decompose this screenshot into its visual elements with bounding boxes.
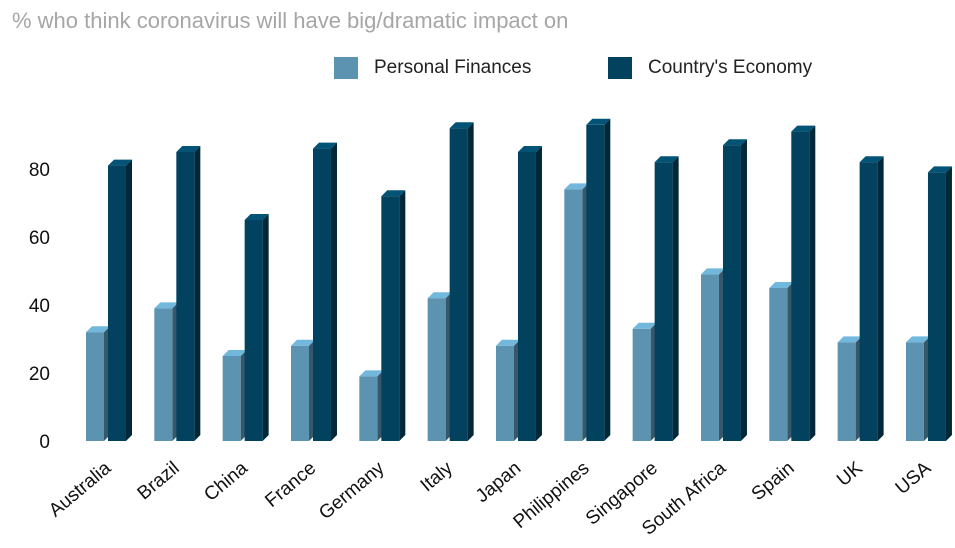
bar-country-s-economy-south-africa-side — [740, 139, 747, 441]
bar-country-s-economy-uk-side — [877, 156, 884, 441]
y-tick-label: 0 — [39, 432, 50, 453]
legend-swatch-country-economy — [608, 57, 632, 79]
bar-country-s-economy-france-side — [330, 142, 337, 441]
bar-country-s-economy-brazil — [176, 152, 195, 441]
bar-personal-finances-china-top — [222, 350, 247, 356]
legend-label-country-economy: Country's Economy — [648, 57, 813, 78]
bar-country-s-economy-france — [312, 148, 331, 441]
bar-personal-finances-south-africa — [700, 274, 719, 441]
bar-country-s-economy-spain — [791, 131, 810, 441]
bar-country-s-economy-spain-side — [809, 125, 816, 441]
bar-country-s-economy-singapore — [654, 162, 673, 441]
bar-personal-finances-france — [290, 345, 309, 441]
bar-personal-finances-italy — [427, 298, 446, 441]
bar-personal-finances-uk — [837, 342, 856, 441]
bar-personal-finances-spain-top — [769, 282, 794, 288]
bar-country-s-economy-japan-side — [535, 146, 542, 441]
y-tick-label: 60 — [29, 228, 50, 249]
x-tick-label-uk: UK — [833, 458, 867, 491]
bar-country-s-economy-usa — [927, 172, 946, 441]
bar-personal-finances-china — [222, 356, 241, 441]
legend-label-personal-finances: Personal Finances — [374, 57, 532, 78]
bar-country-s-economy-china-top — [244, 214, 269, 220]
bar-country-s-economy-brazil-top — [176, 146, 201, 152]
bar-personal-finances-spain — [769, 288, 788, 441]
bar-personal-finances-japan-top — [495, 339, 520, 346]
bar-personal-finances-usa — [905, 342, 924, 441]
bar-country-s-economy-germany — [381, 196, 400, 441]
legend-swatch-personal-finances — [334, 57, 358, 79]
bar-country-s-economy-italy — [449, 128, 468, 441]
bar-personal-finances-singapore-top — [632, 322, 657, 329]
bar-country-s-economy-singapore-top — [654, 156, 679, 163]
x-tick-label-france: France — [261, 458, 320, 512]
bar-country-s-economy-china — [244, 220, 263, 441]
bar-country-s-economy-italy-side — [467, 122, 474, 441]
bar-country-s-economy-spain-top — [791, 125, 816, 132]
bar-country-s-economy-usa-side — [945, 166, 952, 441]
bar-personal-finances-japan — [495, 345, 514, 441]
bar-country-s-economy-philippines-side — [604, 118, 611, 442]
bar-country-s-economy-australia-top — [108, 159, 132, 166]
bar-country-s-economy-japan-top — [517, 146, 542, 152]
bar-country-s-economy-uk-top — [859, 156, 884, 163]
bar-personal-finances-uk-top — [837, 336, 862, 343]
y-tick-label: 40 — [29, 296, 50, 317]
bar-country-s-economy-singapore-side — [672, 156, 679, 441]
bar-country-s-economy-germany-top — [381, 190, 406, 197]
bar-personal-finances-australia-top — [86, 326, 110, 333]
bar-personal-finances-germany — [359, 376, 378, 441]
x-tick-label-brazil: Brazil — [134, 458, 184, 505]
bar-country-s-economy-philippines-top — [586, 118, 611, 125]
bar-personal-finances-singapore — [632, 328, 651, 441]
bar-personal-finances-south-africa-top — [700, 268, 725, 275]
y-tick-label: 20 — [29, 364, 50, 385]
legend-item-personal-finances: Personal Finances — [334, 57, 531, 79]
bar-country-s-economy-france-top — [312, 142, 337, 149]
bar-personal-finances-philippines-top — [564, 183, 589, 190]
bar-personal-finances-brazil — [154, 308, 173, 441]
bar-country-s-economy-japan — [517, 152, 536, 441]
bar-personal-finances-brazil-top — [154, 302, 179, 309]
x-tick-label-china: China — [200, 457, 252, 505]
bar-country-s-economy-china-side — [262, 214, 269, 441]
bar-personal-finances-germany-top — [359, 370, 384, 377]
legend-item-country-economy: Country's Economy — [608, 57, 812, 79]
bar-country-s-economy-australia — [108, 165, 126, 441]
bar-country-s-economy-brazil-side — [194, 146, 201, 441]
bar-country-s-economy-germany-side — [399, 190, 406, 441]
y-tick-label: 80 — [29, 160, 50, 181]
bar-personal-finances-usa-top — [905, 336, 930, 343]
x-tick-label-australia: Australia — [45, 457, 115, 521]
bar-country-s-economy-uk — [859, 162, 878, 441]
bar-personal-finances-france-top — [290, 339, 315, 346]
bar-country-s-economy-south-africa — [722, 145, 741, 441]
chart-title: % who think coronavirus will have big/dr… — [12, 8, 569, 33]
x-tick-label-japan: Japan — [472, 458, 525, 507]
x-tick-label-usa: USA — [892, 458, 936, 499]
x-tick-label-spain: Spain — [748, 458, 799, 505]
bar-personal-finances-italy-top — [427, 292, 452, 299]
x-tick-label-italy: Italy — [417, 457, 458, 496]
x-tick-label-philippines: Philippines — [510, 458, 594, 533]
legend: Personal Finances Country's Economy — [0, 57, 955, 87]
bar-country-s-economy-italy-top — [449, 122, 474, 129]
bar-country-s-economy-australia-side — [126, 159, 132, 441]
x-tick-label-germany: Germany — [315, 457, 389, 524]
bar-country-s-economy-philippines — [586, 124, 605, 442]
bar-country-s-economy-usa-top — [927, 166, 952, 173]
bar-personal-finances-philippines — [564, 189, 583, 441]
bar-personal-finances-australia — [86, 332, 104, 441]
bar-country-s-economy-south-africa-top — [722, 139, 747, 146]
